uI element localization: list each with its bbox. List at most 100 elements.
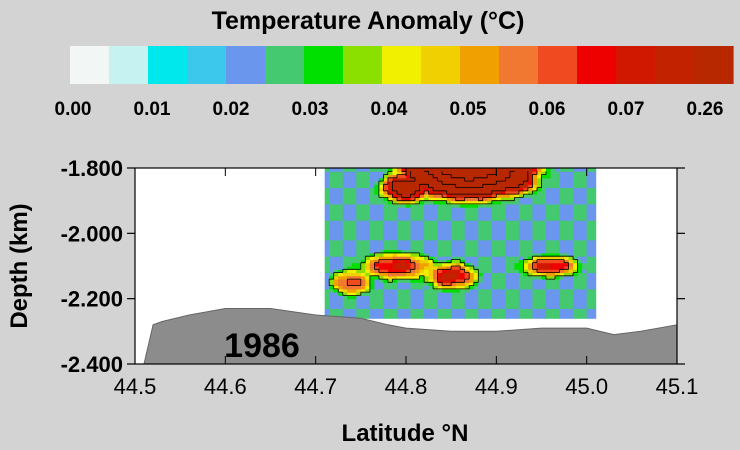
heatmap-cell <box>329 190 335 195</box>
heatmap-cell <box>591 236 597 241</box>
heatmap-cell <box>369 252 375 257</box>
heatmap-cell <box>360 298 366 303</box>
heatmap-cell <box>392 301 398 306</box>
heatmap-cell <box>591 239 597 244</box>
heatmap-cell <box>392 298 398 303</box>
heatmap-cell <box>428 266 434 270</box>
heatmap-cell <box>536 256 542 260</box>
heatmap-cell <box>514 210 520 215</box>
heatmap-cell <box>446 243 452 247</box>
heatmap-cell <box>401 292 407 296</box>
heatmap-cell <box>374 262 380 267</box>
heatmap-cell <box>333 220 339 225</box>
x-tick-label: 44.5 <box>114 374 157 399</box>
heatmap-cell <box>374 171 380 176</box>
heatmap-cell <box>446 194 452 198</box>
heatmap-cell <box>473 301 479 306</box>
heatmap-cell <box>541 262 547 267</box>
heatmap-cell <box>415 220 421 225</box>
heatmap-cell <box>347 226 353 231</box>
heatmap-cell <box>338 233 344 238</box>
heatmap-cell <box>401 301 407 306</box>
heatmap-cell <box>396 174 402 179</box>
heatmap-cell <box>455 282 461 287</box>
heatmap-cell <box>491 223 497 228</box>
heatmap-cell <box>455 226 461 231</box>
heatmap-cell <box>491 190 497 195</box>
heatmap-cell <box>387 223 393 228</box>
heatmap-cell <box>564 187 570 192</box>
heatmap-cell <box>532 311 538 316</box>
heatmap-cell <box>401 269 407 274</box>
heatmap-cell <box>496 213 502 218</box>
heatmap-cell <box>573 168 579 172</box>
heatmap-cell <box>550 285 556 290</box>
heatmap-cell <box>469 272 475 277</box>
heatmap-cell <box>482 305 488 309</box>
heatmap-cell <box>396 171 402 176</box>
heatmap-cell <box>500 301 506 306</box>
heatmap-cell <box>555 272 561 277</box>
heatmap-cell <box>532 171 538 176</box>
heatmap-cell <box>356 288 362 293</box>
heatmap-cell <box>374 217 380 221</box>
heatmap-cell <box>378 194 384 198</box>
heatmap-cell <box>437 187 443 192</box>
heatmap-cell <box>424 233 430 238</box>
heatmap-cell <box>329 213 335 218</box>
heatmap-cell <box>356 236 362 241</box>
heatmap-cell <box>324 275 330 280</box>
heatmap-cell <box>509 213 515 218</box>
heatmap-cell <box>546 233 552 238</box>
heatmap-cell <box>351 269 357 274</box>
heatmap-cell <box>559 262 565 267</box>
heatmap-cell <box>564 190 570 195</box>
heatmap-cell <box>527 249 533 254</box>
heatmap-cell <box>424 308 430 313</box>
heatmap-cell <box>487 168 493 172</box>
heatmap-cell <box>419 181 425 185</box>
heatmap-cell <box>374 256 380 260</box>
heatmap-cell <box>496 207 502 211</box>
heatmap-cell <box>428 177 434 182</box>
heatmap-cell <box>518 210 524 215</box>
heatmap-cell <box>505 177 511 182</box>
heatmap-cell <box>406 226 412 231</box>
heatmap-cell <box>369 269 375 274</box>
heatmap-cell <box>496 226 502 231</box>
heatmap-cell <box>365 292 371 296</box>
heatmap-cell <box>500 217 506 221</box>
heatmap-cell <box>369 305 375 309</box>
heatmap-cell <box>496 256 502 260</box>
heatmap-cell <box>424 177 430 182</box>
heatmap-cell <box>437 259 443 264</box>
heatmap-cell <box>383 190 389 195</box>
heatmap-cell <box>378 305 384 309</box>
heatmap-cell <box>564 272 570 277</box>
heatmap-cell <box>469 298 475 303</box>
heatmap-cell <box>360 249 366 254</box>
heatmap-cell <box>401 282 407 287</box>
heatmap-cell <box>482 223 488 228</box>
heatmap-cell <box>518 279 524 283</box>
heatmap-cell <box>374 285 380 290</box>
heatmap-cell <box>500 305 506 309</box>
heatmap-cell <box>473 295 479 300</box>
heatmap-cell <box>482 275 488 280</box>
heatmap-cell <box>460 194 466 198</box>
heatmap-cell <box>324 210 330 215</box>
heatmap-cell <box>347 243 353 247</box>
heatmap-cell <box>505 266 511 270</box>
heatmap-cell <box>406 171 412 176</box>
heatmap-cell <box>329 171 335 176</box>
heatmap-cell <box>586 213 592 218</box>
heatmap-cell <box>396 249 402 254</box>
heatmap-cell <box>586 282 592 287</box>
heatmap-cell <box>333 305 339 309</box>
heatmap-cell <box>396 275 402 280</box>
heatmap-cell <box>378 288 384 293</box>
heatmap-cell <box>582 239 588 244</box>
heatmap-cell <box>451 181 457 185</box>
heatmap-cell <box>451 292 457 296</box>
heatmap-cell <box>460 223 466 228</box>
